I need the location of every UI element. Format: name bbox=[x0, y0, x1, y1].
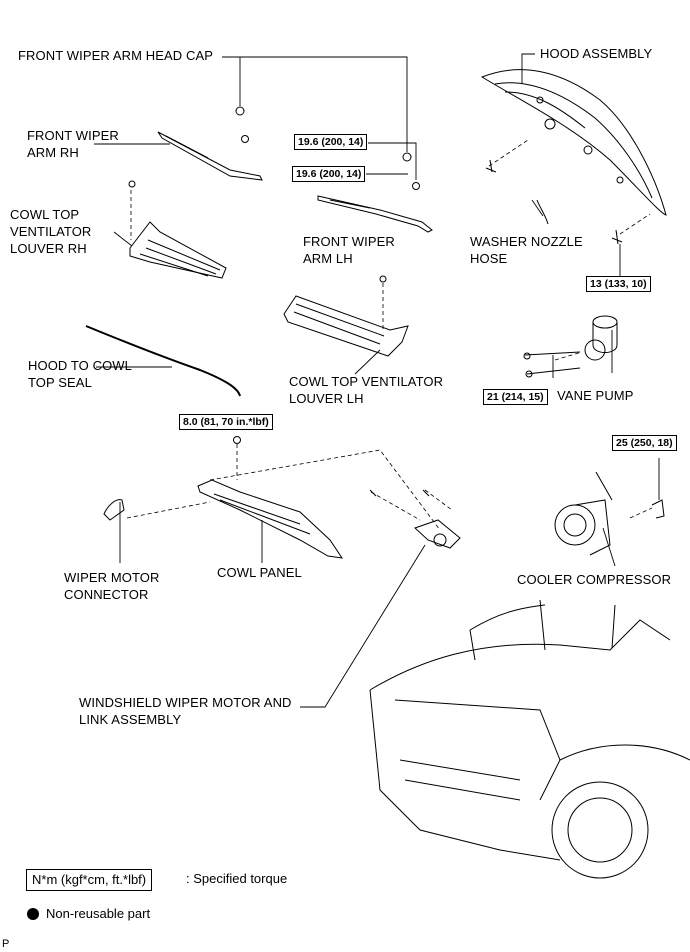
page-marker: P bbox=[2, 938, 10, 950]
label-wiper-motor-connector: WIPER MOTOR CONNECTOR bbox=[64, 570, 160, 602]
label-wiper-arm-rh: FRONT WIPER ARM RH bbox=[27, 128, 119, 160]
cowl-panel-drawing bbox=[197, 479, 344, 559]
label-hood-to-cowl-seal: HOOD TO COWL TOP SEAL bbox=[28, 358, 133, 390]
dashed-lines bbox=[126, 139, 653, 531]
legend-torque-unit: N*m (kgf*cm, ft.*lbf) bbox=[26, 869, 153, 891]
label-wiper-arm-head-cap: FRONT WIPER ARM HEAD CAP bbox=[18, 48, 214, 63]
label-cowl-vent-rh: COWL TOP VENTILATOR LOUVER RH bbox=[10, 207, 92, 256]
label-wiper-arm-lh: FRONT WIPER ARM LH bbox=[303, 234, 395, 266]
label-wiper-motor-link: WINDSHIELD WIPER MOTOR AND LINK ASSEMBLY bbox=[79, 695, 292, 727]
hood-seal-drawing bbox=[85, 325, 241, 397]
washer-hose-drawing bbox=[536, 199, 549, 225]
label-cooler-compressor: COOLER COMPRESSOR bbox=[517, 572, 672, 587]
head-cap-left bbox=[235, 106, 245, 116]
legend-torque-desc: : Specified torque bbox=[186, 871, 288, 886]
torque-box-cowl-panel: 8.0 (81, 70 in.*lbf) bbox=[179, 414, 273, 430]
cowl-vent-lh-drawing bbox=[283, 295, 409, 357]
label-cowl-vent-lh: COWL TOP VENTILATOR LOUVER LH bbox=[289, 374, 444, 406]
legend-nonreusable: Non-reusable part bbox=[46, 906, 151, 921]
label-washer-nozzle-hose: WASHER NOZZLE HOSE bbox=[470, 234, 583, 266]
nuts bbox=[128, 135, 420, 444]
wiper-arm-rh-drawing bbox=[157, 131, 263, 181]
torque-box-arm-lh: 19.6 (200, 14) bbox=[292, 166, 366, 182]
torque-box-arm-rh: 19.6 (200, 14) bbox=[294, 134, 368, 150]
torque-box-compressor: 25 (250, 18) bbox=[612, 435, 677, 451]
torque-box-vane-pump: 21 (214, 15) bbox=[483, 389, 548, 405]
label-cowl-panel: COWL PANEL bbox=[217, 565, 302, 580]
cowl-vent-rh-drawing bbox=[129, 221, 227, 279]
label-hood-assembly: HOOD ASSEMBLY bbox=[540, 46, 653, 61]
head-cap-right bbox=[402, 152, 412, 162]
connector-drawing bbox=[103, 499, 125, 521]
nonreusable-dot-icon bbox=[27, 908, 39, 920]
torque-box-hood: 13 (133, 10) bbox=[586, 276, 651, 292]
vehicle-drawing bbox=[369, 599, 690, 879]
vane-pump-drawing bbox=[523, 315, 618, 378]
wiper-motor-drawing bbox=[369, 489, 461, 549]
hood-assembly-drawing bbox=[480, 69, 667, 245]
wiper-arm-lh-drawing bbox=[317, 195, 433, 233]
compressor-drawing bbox=[554, 471, 665, 556]
label-vane-pump: VANE PUMP bbox=[557, 388, 634, 403]
